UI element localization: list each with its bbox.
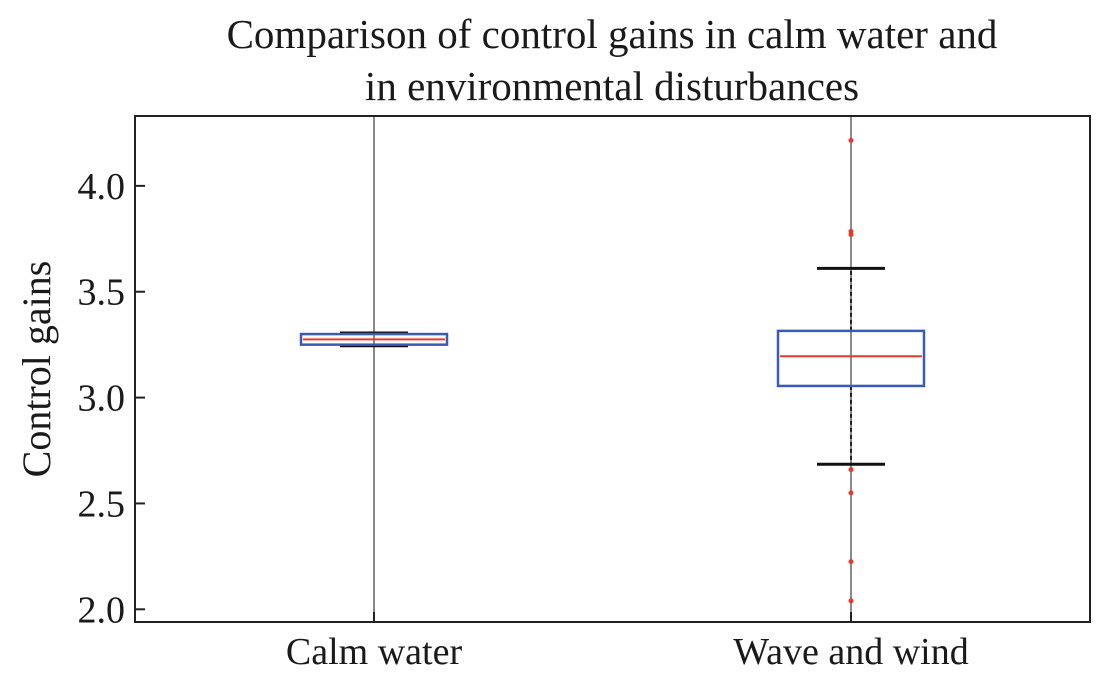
- plot-frame: [134, 115, 1091, 623]
- outlier-point-1-3: [848, 467, 854, 473]
- outlier-point-1-5: [848, 228, 854, 234]
- box-1: [776, 329, 926, 388]
- box-0: [299, 332, 449, 346]
- x-axis: Calm water Wave and wind: [286, 612, 969, 673]
- y-tick-label-0: 2.0: [78, 589, 126, 631]
- x-tick-label-0: Calm water: [286, 631, 463, 673]
- chart-title-line-1: Comparison of control gains in calm wate…: [227, 11, 998, 57]
- chart-title-line-2: in environmental disturbances: [365, 63, 859, 109]
- y-tick-label-2: 3.0: [78, 378, 126, 420]
- x-tick-label-1: Wave and wind: [733, 631, 968, 673]
- outlier-point-1-6: [848, 137, 854, 143]
- box-group-1: [776, 116, 926, 622]
- y-tick-label-1: 2.5: [78, 483, 126, 525]
- outlier-point-1-1: [848, 559, 854, 565]
- outlier-point-1-2: [848, 490, 854, 496]
- plot-content: [299, 116, 926, 622]
- y-axis-label: Control gains: [14, 261, 59, 478]
- y-axis: 2.0 2.5 3.0 3.5 4.0: [78, 166, 145, 631]
- outlier-point-1-0: [848, 598, 854, 604]
- y-tick-label-3: 3.5: [78, 272, 126, 314]
- y-tick-label-4: 4.0: [78, 166, 126, 208]
- box-group-0: [299, 116, 449, 622]
